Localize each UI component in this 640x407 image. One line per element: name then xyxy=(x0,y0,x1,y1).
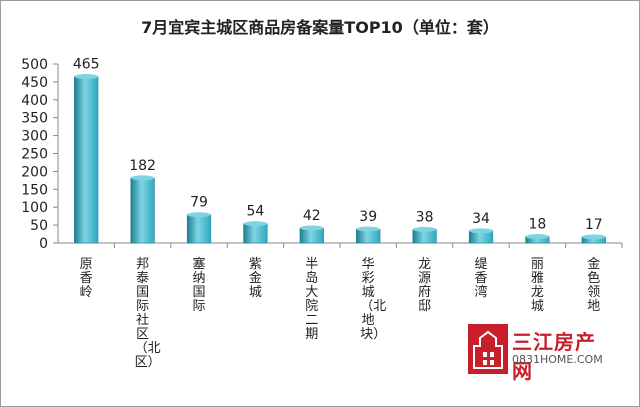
y-tick-label: 100 xyxy=(21,200,48,216)
x-category-label: 缇香湾 xyxy=(474,257,488,300)
bar-top xyxy=(525,234,550,240)
x-category-label: 邦泰国际社区（北区） xyxy=(134,257,161,370)
y-tick-label: 400 xyxy=(21,93,48,109)
data-label: 54 xyxy=(246,204,264,220)
watermark-brand: 三江房产网 xyxy=(512,330,596,383)
bar xyxy=(243,223,268,244)
watermark: 三江房产网 0831HOME.COM xyxy=(468,322,608,383)
data-label: 18 xyxy=(528,217,546,233)
y-tick-label: 0 xyxy=(39,236,48,252)
watermark-url: 0831HOME.COM xyxy=(512,353,603,366)
y-tick-label: 500 xyxy=(21,57,48,73)
data-label: 38 xyxy=(416,209,434,225)
bar xyxy=(130,177,155,244)
bar xyxy=(74,76,99,244)
bar-top xyxy=(581,234,606,240)
y-tick-label: 350 xyxy=(21,111,48,127)
bar-top xyxy=(412,226,437,232)
y-tick-label: 150 xyxy=(21,182,48,198)
data-label: 39 xyxy=(359,209,377,225)
data-label: 465 xyxy=(73,57,100,73)
x-category-label: 塞纳国际 xyxy=(192,257,206,314)
bar xyxy=(186,214,212,244)
x-category-label: 原香岭 xyxy=(79,257,93,300)
bar-top xyxy=(243,221,268,227)
data-label: 34 xyxy=(472,211,490,227)
bar-top xyxy=(187,212,211,218)
x-category-label: 龙源府邸 xyxy=(418,257,432,314)
y-tick-label: 300 xyxy=(21,129,48,145)
house-logo-icon xyxy=(468,324,508,374)
y-tick-label: 50 xyxy=(30,218,48,234)
x-category-label: 紫金城 xyxy=(248,257,262,300)
bar-top xyxy=(130,175,155,181)
data-label: 182 xyxy=(129,158,156,174)
y-tick-label: 450 xyxy=(21,75,48,91)
x-category-label: 华彩城（北地块） xyxy=(360,257,387,342)
data-label: 17 xyxy=(585,217,603,233)
x-category-label: 半岛大院二期 xyxy=(305,257,319,342)
y-tick-label: 250 xyxy=(21,147,48,163)
x-category-label: 金色领地 xyxy=(587,257,601,314)
data-label: 79 xyxy=(190,195,208,211)
bar-top xyxy=(299,225,324,231)
data-label: 42 xyxy=(303,208,321,224)
y-tick-label: 200 xyxy=(21,164,48,180)
chart-title: 7月宜宾主城区商品房备案量TOP10（单位：套） xyxy=(141,18,499,37)
bar-top xyxy=(469,228,493,234)
bar-top xyxy=(356,226,381,232)
bar-top xyxy=(74,74,99,80)
x-category-label: 丽雅龙城 xyxy=(530,257,544,314)
